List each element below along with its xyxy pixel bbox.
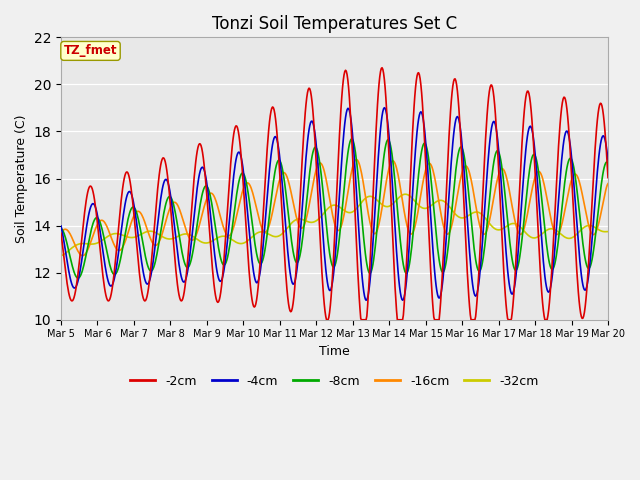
-32cm <box>401 192 409 197</box>
-16cm <box>419 182 426 188</box>
-16cm <box>604 181 612 187</box>
-4cm <box>419 112 426 118</box>
Legend: -2cm, -4cm, -8cm, -16cm, -32cm: -2cm, -4cm, -8cm, -16cm, -32cm <box>125 370 544 393</box>
-4cm <box>381 105 388 110</box>
-8cm <box>209 204 216 210</box>
-2cm <box>419 100 426 106</box>
-2cm <box>403 262 410 268</box>
Line: -4cm: -4cm <box>61 108 608 300</box>
-8cm <box>57 226 65 231</box>
Text: TZ_fmet: TZ_fmet <box>64 44 117 58</box>
-4cm <box>403 278 410 284</box>
X-axis label: Time: Time <box>319 345 350 358</box>
-4cm <box>67 278 75 284</box>
-32cm <box>604 228 612 234</box>
-8cm <box>604 160 612 166</box>
-4cm <box>57 223 65 229</box>
-2cm <box>323 317 330 323</box>
-2cm <box>67 297 75 303</box>
-8cm <box>124 216 132 222</box>
-8cm <box>403 270 410 276</box>
Line: -2cm: -2cm <box>61 68 608 320</box>
-2cm <box>208 257 216 263</box>
-16cm <box>79 253 86 259</box>
-4cm <box>362 298 370 303</box>
Line: -16cm: -16cm <box>61 159 608 256</box>
-32cm <box>179 231 187 237</box>
Line: -8cm: -8cm <box>61 139 608 278</box>
-2cm <box>124 169 131 175</box>
-16cm <box>67 233 75 239</box>
-16cm <box>353 156 360 162</box>
-32cm <box>402 192 410 197</box>
-8cm <box>74 275 82 281</box>
-4cm <box>208 223 216 229</box>
-16cm <box>180 219 188 225</box>
-4cm <box>604 157 612 163</box>
-16cm <box>124 230 132 236</box>
Line: -32cm: -32cm <box>61 194 608 256</box>
-32cm <box>124 234 131 240</box>
-4cm <box>179 278 187 284</box>
-8cm <box>67 258 75 264</box>
-2cm <box>179 296 187 301</box>
-32cm <box>67 246 75 252</box>
Y-axis label: Soil Temperature (C): Soil Temperature (C) <box>15 114 28 243</box>
-2cm <box>378 65 386 71</box>
-4cm <box>124 192 131 198</box>
-8cm <box>348 136 355 142</box>
-32cm <box>418 204 426 210</box>
-2cm <box>57 230 65 236</box>
-8cm <box>180 256 188 262</box>
-2cm <box>604 175 612 180</box>
-32cm <box>208 239 216 244</box>
Title: Tonzi Soil Temperatures Set C: Tonzi Soil Temperatures Set C <box>212 15 457 33</box>
-16cm <box>403 220 410 226</box>
-16cm <box>209 191 216 197</box>
-16cm <box>57 229 65 235</box>
-8cm <box>419 144 426 150</box>
-32cm <box>57 253 65 259</box>
